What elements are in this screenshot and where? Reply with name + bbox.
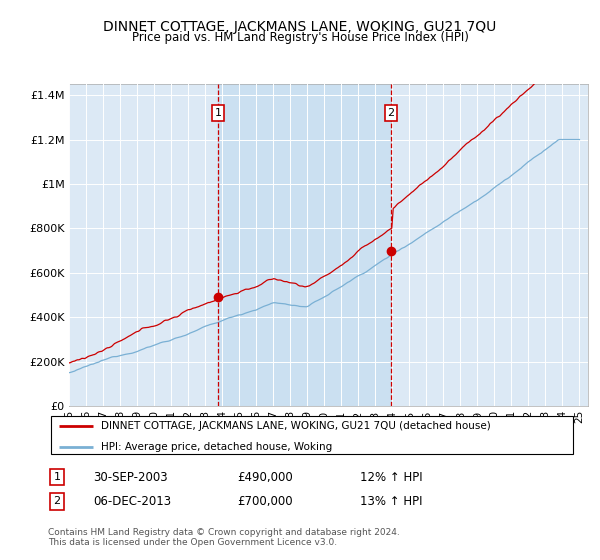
FancyBboxPatch shape [50, 416, 574, 454]
Text: 12% ↑ HPI: 12% ↑ HPI [360, 470, 422, 484]
Bar [218, 84, 391, 406]
Text: 1: 1 [53, 472, 61, 482]
Text: 2: 2 [388, 108, 395, 118]
Text: 30-SEP-2003: 30-SEP-2003 [93, 470, 167, 484]
Text: 2: 2 [53, 496, 61, 506]
Text: Price paid vs. HM Land Registry's House Price Index (HPI): Price paid vs. HM Land Registry's House … [131, 31, 469, 44]
Text: 06-DEC-2013: 06-DEC-2013 [93, 494, 171, 508]
Text: £490,000: £490,000 [237, 470, 293, 484]
Text: DINNET COTTAGE, JACKMANS LANE, WOKING, GU21 7QU (detached house): DINNET COTTAGE, JACKMANS LANE, WOKING, G… [101, 421, 491, 431]
Text: DINNET COTTAGE, JACKMANS LANE, WOKING, GU21 7QU: DINNET COTTAGE, JACKMANS LANE, WOKING, G… [103, 20, 497, 34]
Text: Contains HM Land Registry data © Crown copyright and database right 2024.
This d: Contains HM Land Registry data © Crown c… [48, 528, 400, 547]
Text: £700,000: £700,000 [237, 494, 293, 508]
Text: 1: 1 [214, 108, 221, 118]
Text: HPI: Average price, detached house, Woking: HPI: Average price, detached house, Woki… [101, 442, 332, 452]
Text: 13% ↑ HPI: 13% ↑ HPI [360, 494, 422, 508]
